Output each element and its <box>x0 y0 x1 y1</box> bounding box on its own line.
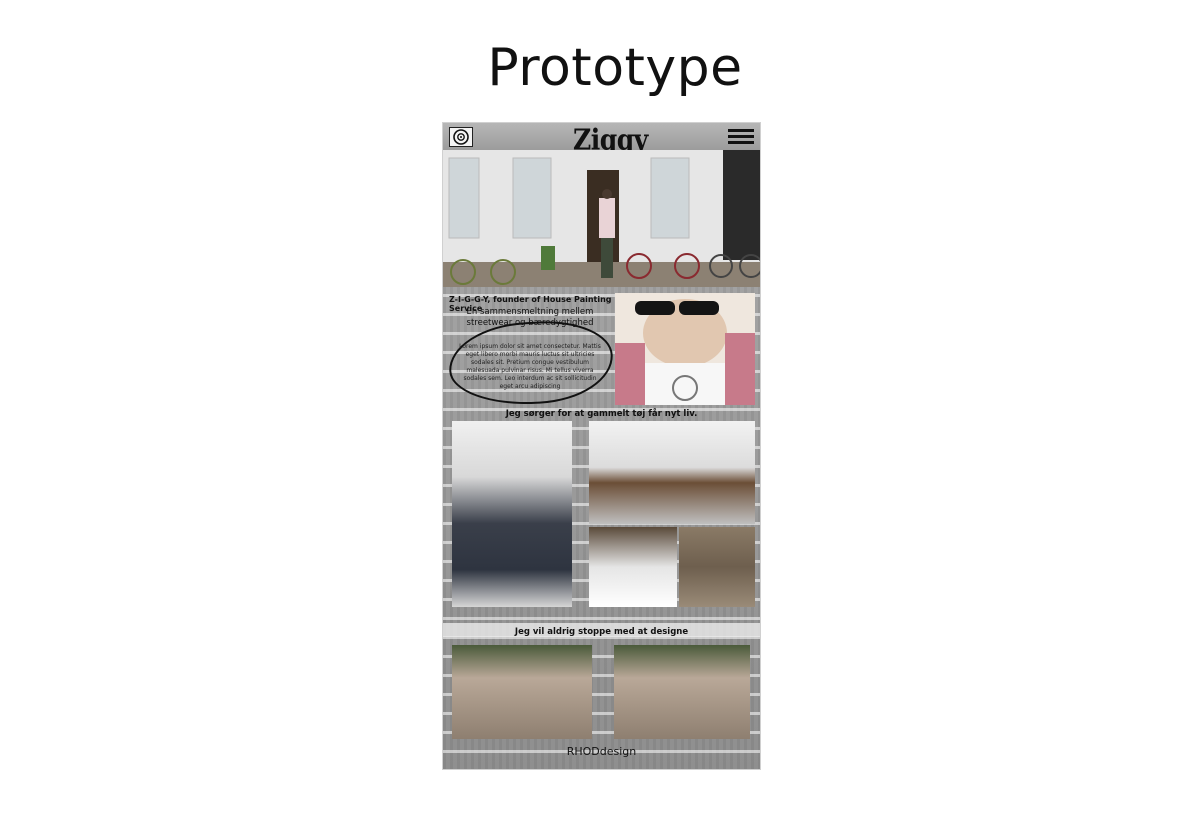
courtyard-photo-left <box>452 645 592 739</box>
top-navigation-bar: Ziggy <box>443 123 760 156</box>
slide-title: Prototype <box>487 38 743 98</box>
target-logo-icon-svg <box>453 129 469 145</box>
section-heading-design: Jeg vil aldrig stoppe med at designe <box>514 627 689 637</box>
studio-photo <box>589 421 755 524</box>
intro-section: Z-I-G-G-Y, founder of House Painting Ser… <box>443 293 760 409</box>
intro-body-text: Lorem ipsum dolor sit amet consectetur. … <box>459 343 601 390</box>
tagline: En sammensmeltning mellem streetwear og … <box>466 307 594 328</box>
portrait-illustration <box>615 293 755 405</box>
founder-line: Z-I-G-G-Y, founder of House Painting Ser… <box>449 295 612 313</box>
hero-storefront-photo <box>443 150 760 287</box>
storefront-illustration <box>443 150 760 287</box>
clothes-rack-photo <box>452 421 572 607</box>
section-heading-upcycle: Jeg sørger for at gammelt tøj får nyt li… <box>505 409 698 419</box>
phone-mockup: Ziggy Z-I-G-G-Y, founder of House Pa <box>443 123 760 769</box>
hamburger-menu-icon[interactable] <box>728 129 754 145</box>
courtyard-photo-right <box>614 645 750 739</box>
target-logo-icon[interactable] <box>449 127 473 147</box>
footer-credit: RHODdesign <box>566 745 637 758</box>
cobblestone-photo <box>679 527 755 607</box>
portrait-photo <box>615 293 755 405</box>
section-heading-strip <box>443 623 760 637</box>
pendant-photo <box>589 527 677 607</box>
